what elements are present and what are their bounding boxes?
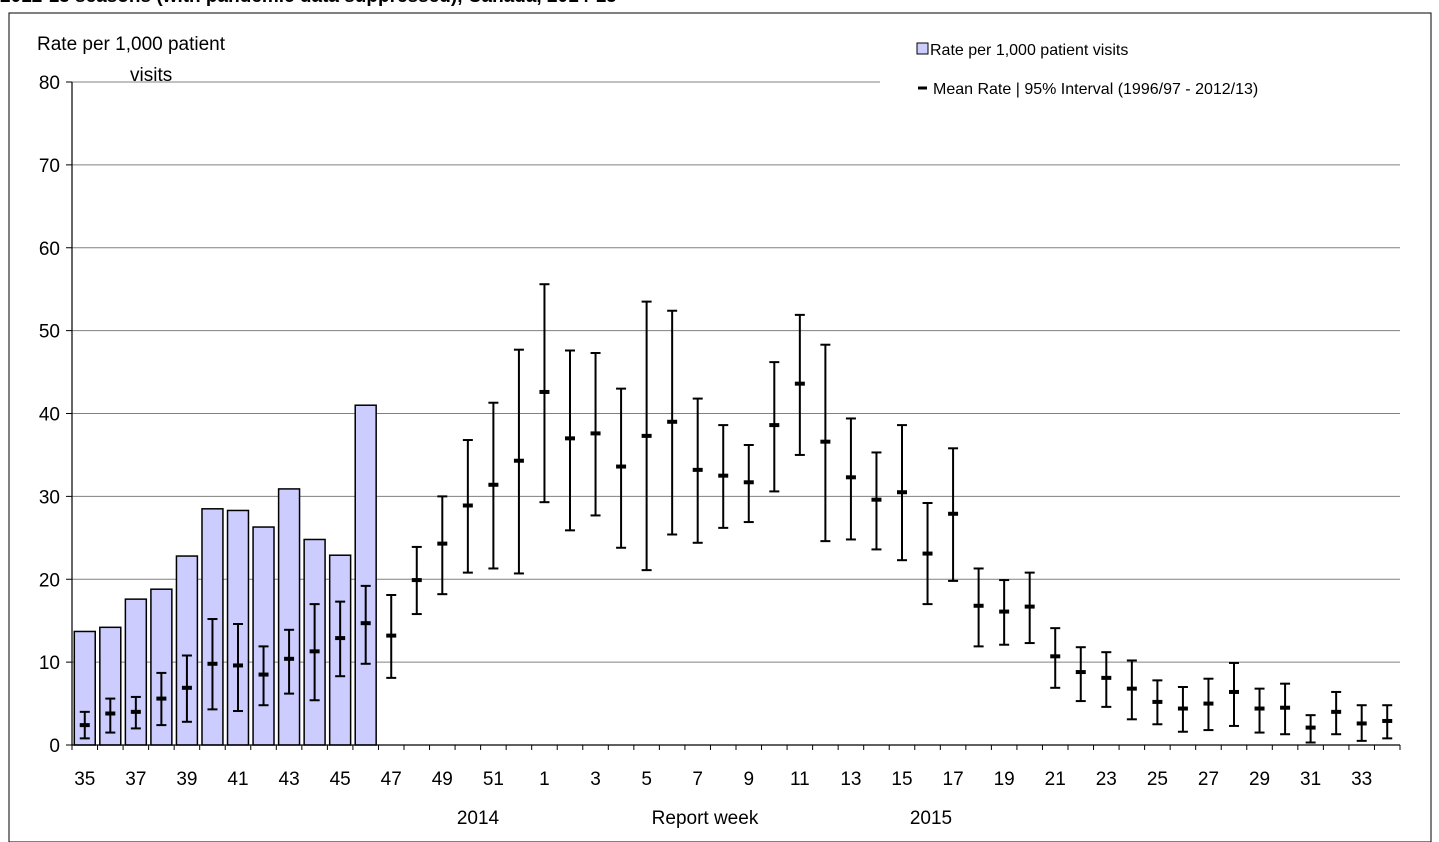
x-tick-label: 5	[641, 769, 652, 790]
bar	[252, 526, 275, 746]
x-tick-label: 29	[1249, 769, 1270, 790]
year-label-2014: 2014	[457, 808, 500, 829]
x-tick-label: 19	[994, 769, 1015, 790]
legend-bar-swatch	[916, 42, 929, 55]
axes	[71, 82, 1401, 750]
x-tick-label: 21	[1045, 769, 1066, 790]
x-tick-label: 11	[790, 769, 810, 790]
x-tick-label: 15	[891, 769, 912, 790]
x-tick-label: 47	[381, 769, 402, 790]
x-tick-label: 51	[483, 769, 504, 790]
y-tick-label: 50	[39, 322, 60, 343]
x-tick-label: 35	[74, 769, 95, 790]
x-tick-label: 9	[743, 769, 754, 790]
legend-errorbar-label: Mean Rate | 95% Interval (1996/97 - 2012…	[933, 81, 1258, 98]
x-tick-label: 13	[840, 769, 861, 790]
y-tick-label: 20	[39, 570, 60, 591]
x-tick-label: 25	[1147, 769, 1168, 790]
legend: Rate per 1,000 patient visits Mean Rate …	[916, 42, 1258, 98]
y-tick-label: 80	[39, 73, 60, 94]
x-tick-label: 7	[692, 769, 703, 790]
x-tick-label: 1	[539, 769, 550, 790]
errorbar-series	[79, 283, 1393, 744]
bar-series	[73, 404, 377, 746]
x-tick-label: 41	[227, 769, 248, 790]
x-tick-label: 17	[943, 769, 964, 790]
x-tick-label: 43	[279, 769, 300, 790]
chart-title: 2012-13 seasons (with pandemic data supp…	[0, 0, 1439, 8]
x-tick-label: 27	[1198, 769, 1219, 790]
x-tick-label: 3	[590, 769, 601, 790]
y-tick-label: 60	[39, 239, 60, 260]
y-tick-label: 40	[39, 405, 60, 426]
y-axis-label: Rate per 1,000 patient	[37, 34, 226, 55]
x-axis-label: Report week	[652, 808, 759, 829]
y-tick-label: 10	[39, 653, 60, 674]
x-tick-label: 39	[176, 769, 197, 790]
x-tick-label: 49	[432, 769, 453, 790]
y-tick-label: 0	[49, 736, 60, 757]
y-tick-label: 30	[39, 487, 60, 508]
x-tick-label: 37	[125, 769, 146, 790]
year-label-2015: 2015	[910, 808, 952, 829]
bar	[277, 488, 301, 746]
x-tick-label: 23	[1096, 769, 1117, 790]
x-tick-labels: 35 37 39 41 43 45 47 49 51 1 3 5 7 9 11 13 15 17 19 21 23 25 2…	[74, 769, 1372, 790]
y-axis-label-line2: visits	[130, 65, 172, 86]
y-tick-labels: 0 10 20 30 40 50 60 70 80	[39, 73, 60, 757]
x-tick-label: 31	[1300, 769, 1321, 790]
x-tick-label: 45	[330, 769, 351, 790]
bar	[354, 404, 377, 746]
y-tick-label: 70	[39, 156, 60, 177]
x-tick-label: 33	[1351, 769, 1372, 790]
legend-bar-label: Rate per 1,000 patient visits	[930, 42, 1128, 59]
